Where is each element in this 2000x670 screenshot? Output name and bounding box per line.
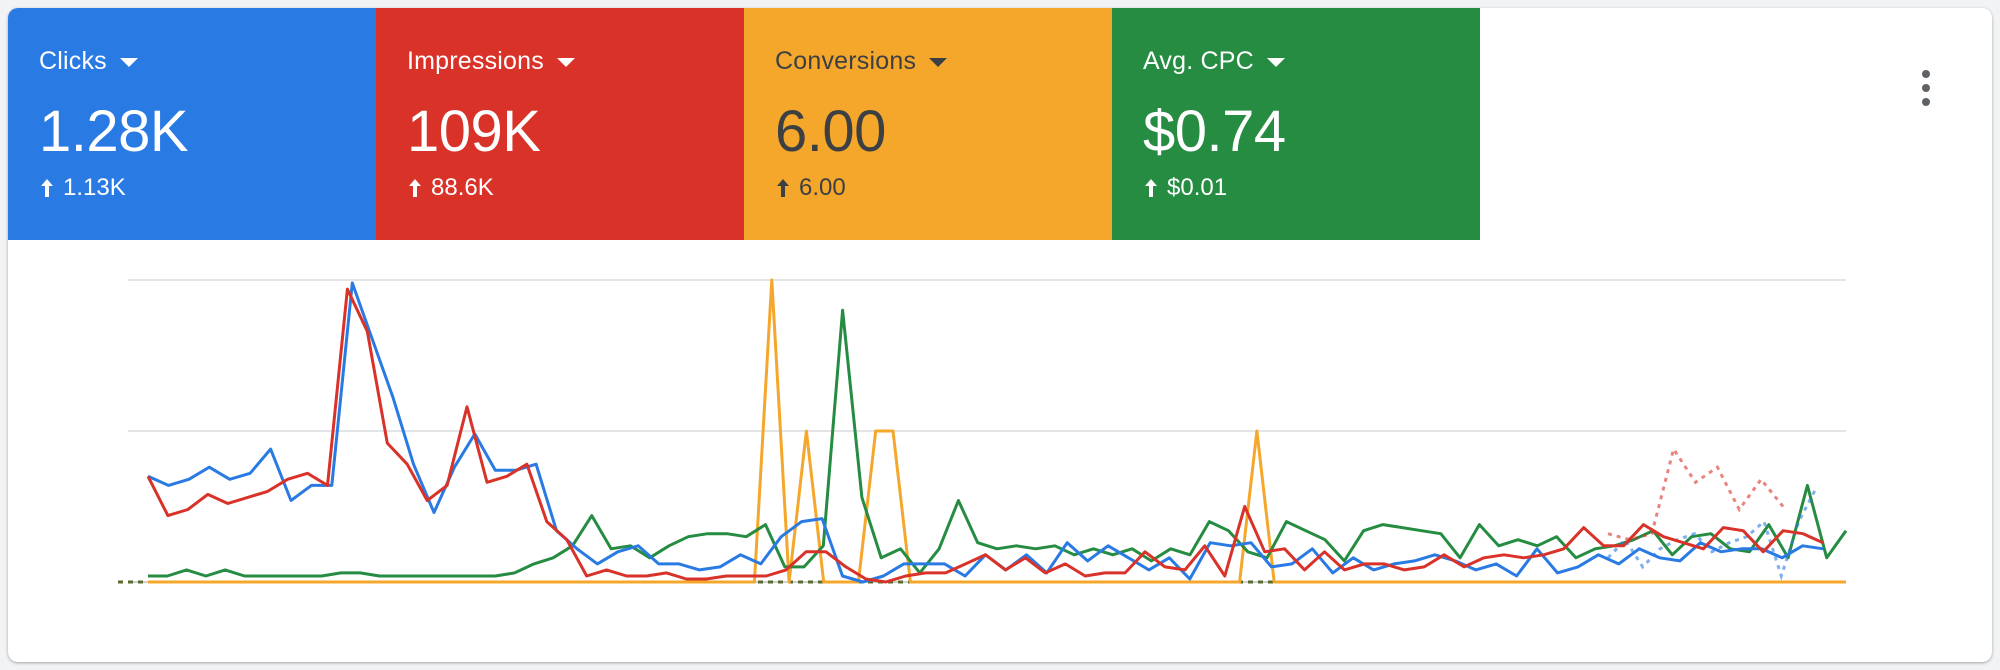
metric-label: Clicks [39, 46, 107, 75]
dropdown-caret-icon[interactable] [119, 57, 138, 67]
dropdown-caret-icon[interactable] [556, 57, 575, 67]
metric-delta-value: 88.6K [431, 174, 494, 201]
metric-delta-value: 1.13K [63, 174, 126, 201]
metric-tile-conversions[interactable]: Conversions 6.00 6.00 [744, 8, 1112, 240]
metric-header: Clicks [39, 44, 376, 78]
series-line-conversions [148, 278, 1846, 584]
series-line-avg_cpc [148, 308, 1848, 578]
metric-value: 109K [407, 99, 541, 164]
metric-delta-value: $0.01 [1167, 174, 1228, 201]
metric-tile-avg-cpc[interactable]: Avg. CPC $0.74 $0.01 [1112, 8, 1480, 240]
performance-card: Clicks 1.28K 1.13K Impressions 109K 88.6… [8, 8, 1992, 662]
metric-value: $0.74 [1143, 99, 1286, 164]
metric-value: 1.28K [39, 99, 189, 164]
series-line-clicks [147, 281, 1824, 584]
metric-tiles: Clicks 1.28K 1.13K Impressions 109K 88.6… [8, 8, 1480, 240]
metric-label: Conversions [775, 46, 917, 75]
metric-value: 6.00 [775, 99, 886, 164]
dropdown-caret-icon[interactable] [1266, 57, 1285, 67]
series-line-impressions [146, 287, 1824, 584]
metric-label: Impressions [407, 46, 544, 75]
metric-delta-value: 6.00 [799, 174, 846, 201]
series-forecast-clicks [1606, 487, 1818, 581]
more-vert-icon[interactable] [1914, 64, 1938, 112]
metric-delta: $0.01 [1143, 174, 1480, 202]
metric-delta: 88.6K [407, 174, 744, 202]
metric-label: Avg. CPC [1143, 46, 1254, 75]
performance-line-chart [118, 278, 1848, 584]
metric-header: Impressions [407, 44, 744, 78]
arrow-up-icon [777, 179, 789, 197]
arrow-up-icon [409, 179, 421, 197]
metric-header: Avg. CPC [1143, 44, 1480, 78]
metric-header: Conversions [775, 44, 1112, 78]
metric-delta: 1.13K [39, 174, 376, 202]
dropdown-caret-icon[interactable] [929, 57, 948, 67]
series-forecast-impressions [1607, 445, 1785, 542]
arrow-up-icon [41, 179, 53, 197]
metric-tile-clicks[interactable]: Clicks 1.28K 1.13K [8, 8, 376, 240]
arrow-up-icon [1145, 179, 1157, 197]
metric-tile-impressions[interactable]: Impressions 109K 88.6K [376, 8, 744, 240]
metric-delta: 6.00 [775, 174, 1112, 202]
